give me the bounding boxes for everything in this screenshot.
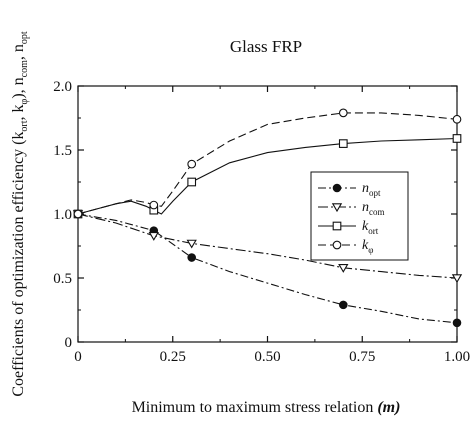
legend-box: [310, 171, 409, 261]
x-tick-label: 1.00: [444, 349, 470, 365]
legend-label: kφ: [362, 238, 373, 255]
series-lines: [77, 112, 458, 324]
y-axis-title: Coefficients of optimization efficiency …: [10, 31, 30, 397]
data-point-3: [452, 114, 462, 124]
legend-label: nopt: [362, 181, 381, 198]
series-line-1: [77, 213, 458, 279]
y-tick-label: 0.5: [53, 271, 72, 287]
chart-title: Glass FRP: [230, 37, 302, 56]
y-tick-label: 2.0: [53, 79, 72, 95]
legend: nopt ncom kort kφ: [310, 171, 409, 261]
y-tick-label: 1.5: [53, 143, 72, 159]
data-point-1: [186, 239, 197, 249]
y-tick-label: 1.0: [53, 207, 72, 223]
legend-marker: [331, 203, 343, 213]
y-tick-label: 0: [65, 335, 73, 351]
x-tick-label: 0.75: [349, 349, 375, 365]
data-point-1: [451, 274, 463, 284]
x-tick-label: 0: [74, 349, 82, 365]
data-point-1: [148, 232, 159, 241]
x-tick-label: 0.50: [254, 349, 280, 365]
data-point-0: [187, 253, 196, 262]
series-line-3: [77, 112, 458, 215]
data-point-0: [452, 318, 462, 328]
x-axis-ticks: 0 0.25 0.50 0.75 1.00: [74, 86, 470, 365]
y-axis-ticks: 0 0.5 1.0 1.5 2.0: [53, 79, 457, 351]
data-point-2: [452, 134, 462, 143]
legend-marker: [332, 183, 342, 193]
data-point-2: [338, 139, 348, 148]
data-point-3: [149, 200, 159, 210]
data-point-1: [338, 264, 349, 273]
data-point-2: [187, 177, 197, 187]
series-line-0: [77, 213, 458, 324]
x-axis-title: Minimum to maximum stress relation (m): [132, 399, 401, 416]
data-point-3: [187, 159, 197, 169]
x-tick-label: 0.25: [160, 349, 186, 365]
data-point-3: [73, 209, 83, 219]
legend-label: ncom: [362, 200, 385, 217]
series-markers: [72, 108, 463, 328]
legend-label: kort: [362, 219, 379, 236]
series-line-2: [77, 137, 458, 215]
legend-marker: [332, 221, 342, 231]
data-point-0: [339, 300, 348, 310]
legend-marker: [332, 240, 342, 250]
data-point-3: [338, 108, 348, 118]
